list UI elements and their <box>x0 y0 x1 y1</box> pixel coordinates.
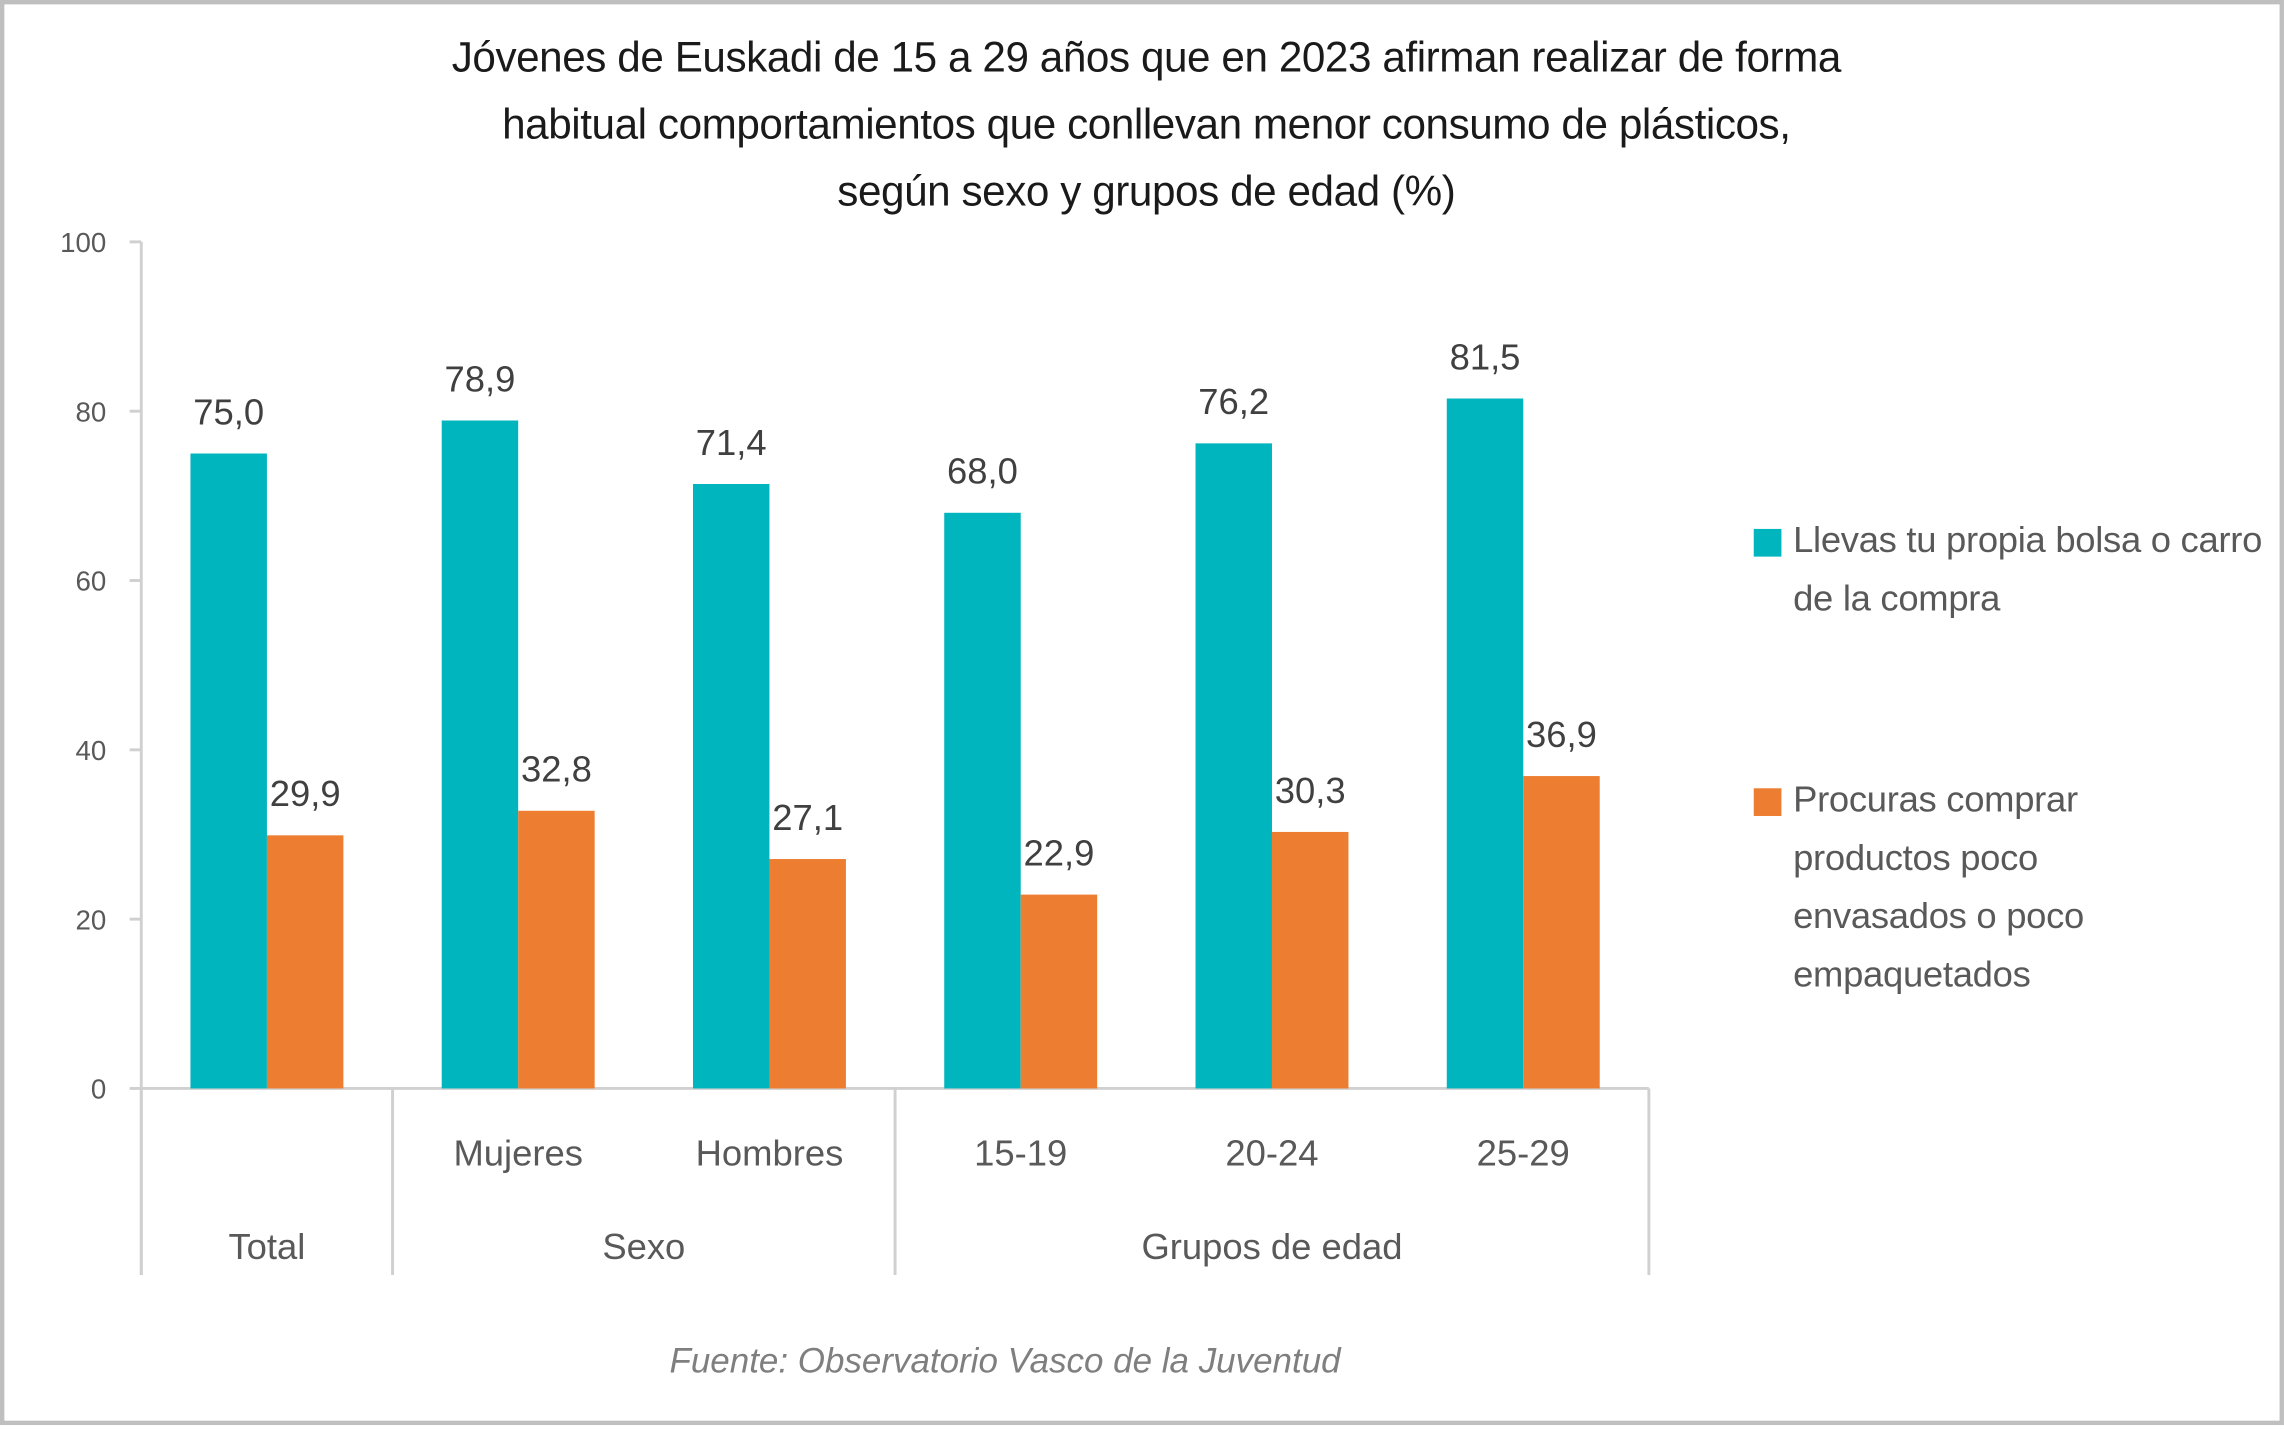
x-category-label: 20-24 <box>1225 1133 1318 1174</box>
x-category-label: Hombres <box>696 1133 844 1174</box>
chart-title: Jóvenes de Euskadi de 15 a 29 años que e… <box>451 34 1842 216</box>
data-label: 29,9 <box>270 773 341 814</box>
data-label: 32,8 <box>521 749 592 790</box>
bar-bolsa <box>190 453 267 1089</box>
bar-chart: 0 20 40 60 80 100 75,0 78,9 71,4 68,0 76,2 81,5 29,9… <box>60 227 1651 1275</box>
y-tick-label: 60 <box>76 566 107 597</box>
bar-envasados <box>266 835 344 1089</box>
bar-envasados <box>1020 894 1098 1089</box>
bar-envasados <box>518 810 595 1089</box>
y-tick-label: 100 <box>60 227 106 258</box>
x-group-label: Grupos de edad <box>1141 1226 1402 1267</box>
data-label: 81,5 <box>1450 336 1521 377</box>
x-category-label: 25-29 <box>1477 1133 1570 1174</box>
data-label: 27,1 <box>772 797 843 838</box>
legend-item-envasados: Procuras comprar productos poco envasado… <box>1749 771 2157 1004</box>
x-category-label: Mujeres <box>453 1133 582 1174</box>
bar-bolsa <box>692 483 770 1089</box>
data-label: 22,9 <box>1024 832 1095 873</box>
legend-label: Llevas tu propia bolsa o carro de la com… <box>1793 520 2263 620</box>
bar-envasados <box>769 859 846 1089</box>
x-category-label: 15-19 <box>974 1133 1067 1174</box>
legend-item-bolsa: Llevas tu propia bolsa o carro de la com… <box>1749 511 2273 628</box>
data-label: 75,0 <box>193 391 264 432</box>
data-label: 78,9 <box>445 358 516 399</box>
data-label: 76,2 <box>1198 381 1269 422</box>
data-label: 68,0 <box>947 451 1018 492</box>
legend-swatch-teal <box>1753 528 1782 557</box>
legend-swatch-orange <box>1753 788 1782 816</box>
data-label: 30,3 <box>1275 770 1346 811</box>
bar-bolsa <box>1195 443 1272 1089</box>
bar-bolsa <box>441 420 519 1089</box>
data-label: 71,4 <box>696 422 767 463</box>
y-tick-label: 0 <box>91 1074 106 1105</box>
legend-label: Procuras comprar productos poco envasado… <box>1793 779 2085 996</box>
data-label: 36,9 <box>1526 714 1597 755</box>
y-tick-label: 20 <box>76 904 107 935</box>
y-tick-label: 80 <box>76 396 107 427</box>
legend: Llevas tu propia bolsa o carro de la com… <box>1749 511 2273 1003</box>
bar-envasados <box>1271 831 1349 1089</box>
y-tick-label: 40 <box>76 735 107 766</box>
x-group-label: Sexo <box>602 1226 685 1267</box>
source-note: Fuente: Observatorio Vasco de la Juventu… <box>669 1341 1341 1382</box>
bar-bolsa <box>944 512 1021 1089</box>
x-group-label: Total <box>228 1226 305 1267</box>
bar-envasados <box>1523 776 1600 1089</box>
bar-bolsa <box>1446 398 1524 1089</box>
